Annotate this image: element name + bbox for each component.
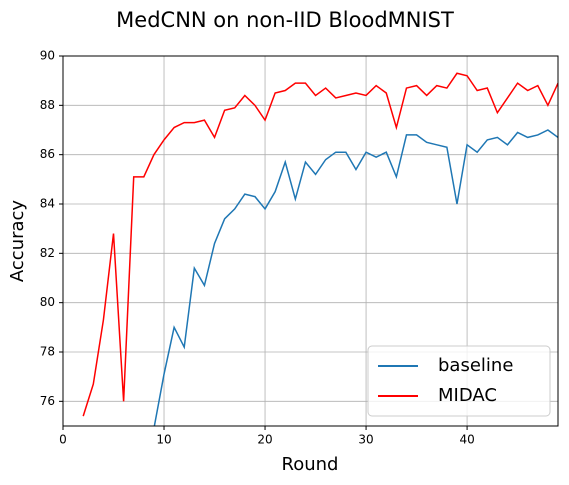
y-tick-label: 82 [40,246,55,260]
y-tick-label: 78 [40,345,55,359]
plot-frame [62,55,559,427]
y-tick-label: 76 [40,394,55,408]
plot-area [82,72,558,426]
y-tick-label: 80 [40,295,55,309]
legend-label: MIDAC [438,385,497,406]
y-tick-label: 88 [40,98,55,112]
x-tick-label: 20 [257,433,272,447]
legend-box [367,345,551,417]
x-tick-label: 0 [59,433,67,447]
legend-label: baseline [438,355,513,376]
y-tick-label: 86 [40,147,55,161]
x-tick-label: 30 [358,433,373,447]
legend: baseline MIDAC [367,345,551,417]
x-tick-label: 10 [156,433,171,447]
series-line [82,72,558,417]
y-tick-label: 84 [40,197,55,211]
y-axis-label: Accuracy [7,200,28,283]
chart-title: MedCNN on non-IID BloodMNIST [116,8,454,32]
y-tick-label: 90 [40,49,55,63]
series-line [153,129,558,426]
x-axis-label: Round [282,454,339,475]
x-tick-label: 40 [459,433,474,447]
